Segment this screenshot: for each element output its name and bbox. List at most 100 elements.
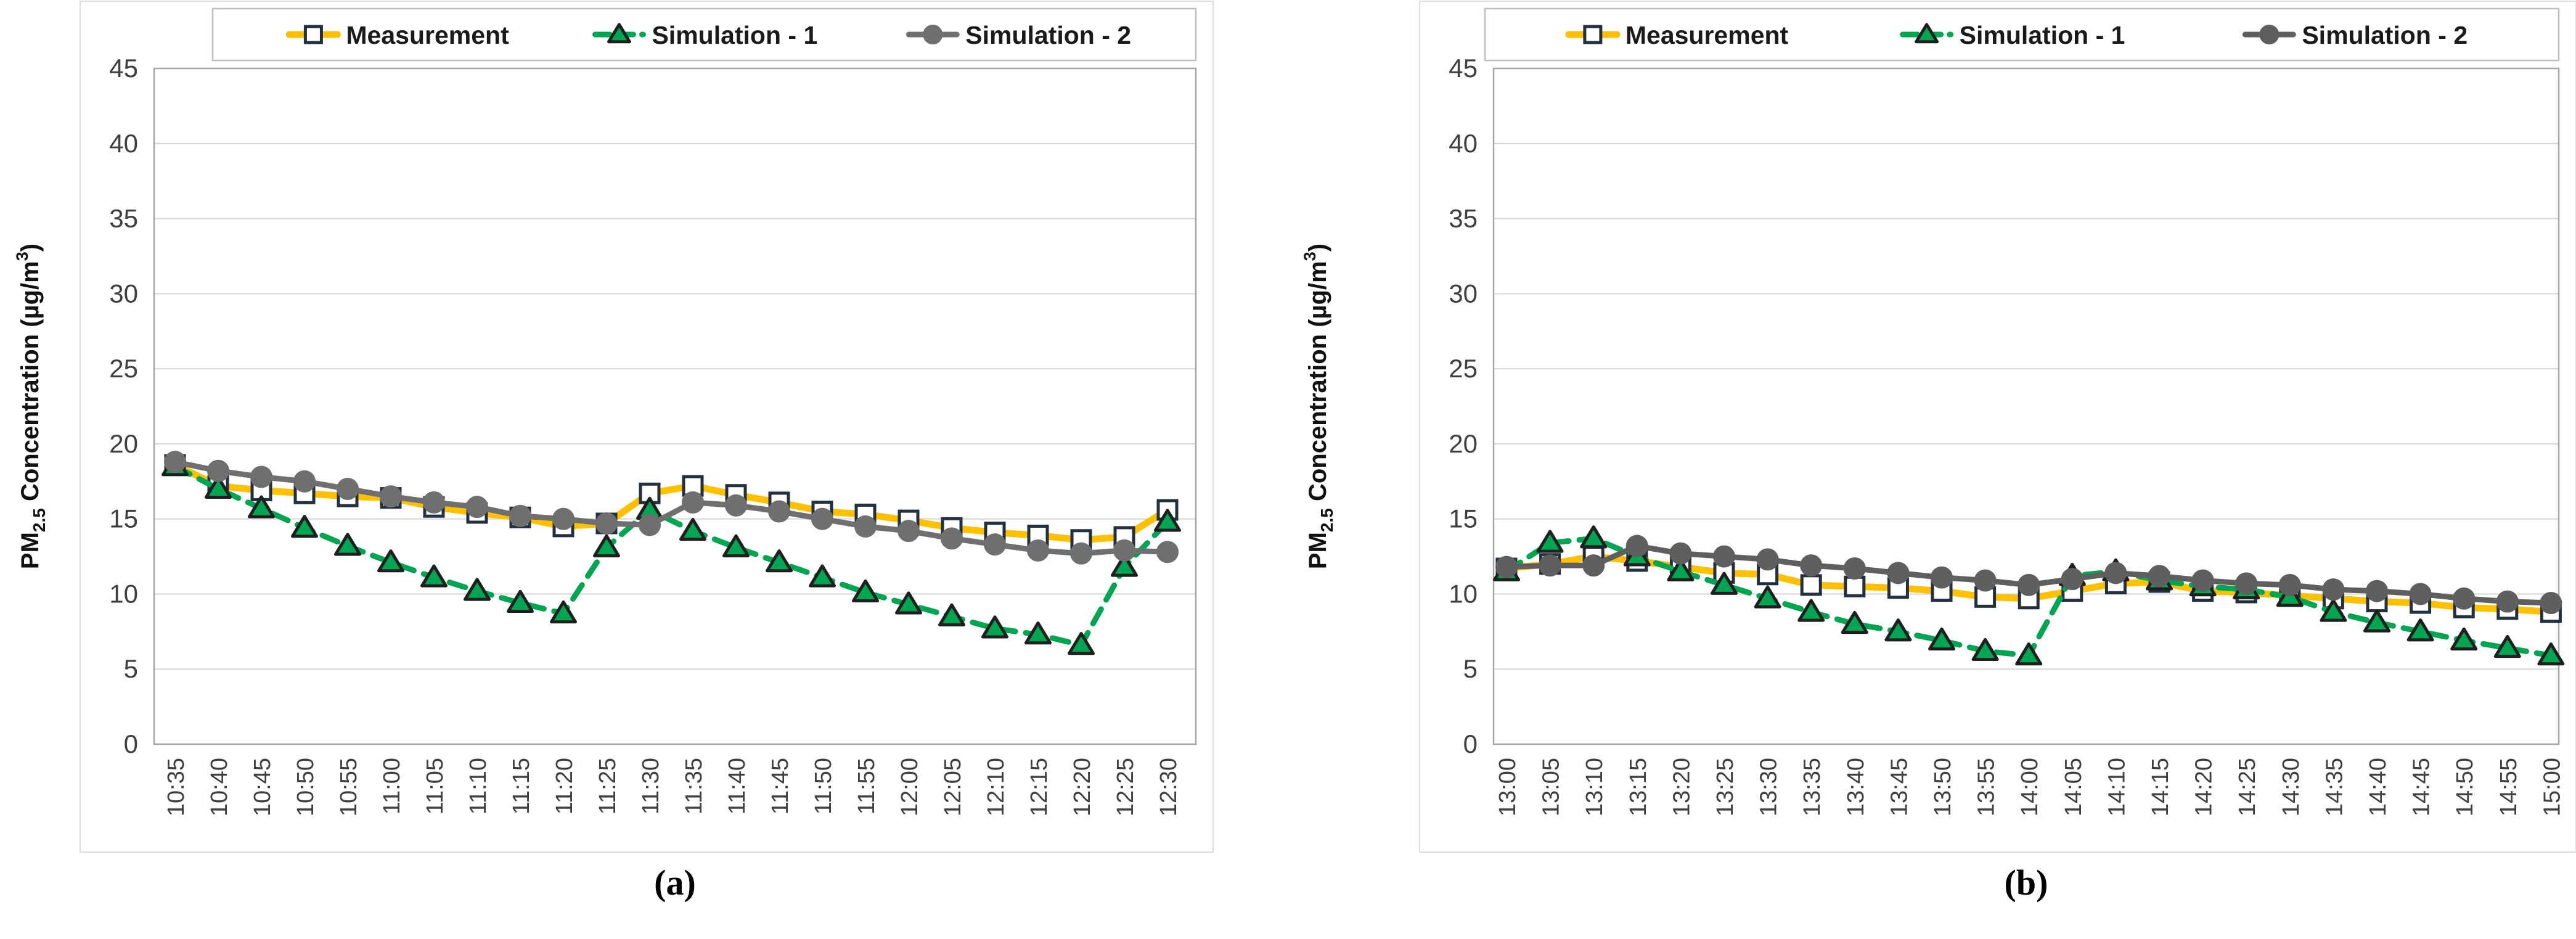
x-tick-label: 10:45: [250, 758, 276, 816]
data-point-circle: [207, 459, 229, 482]
data-point-triangle: [593, 534, 620, 557]
data-point-circle: [164, 451, 186, 474]
x-tick-label: 14:50: [2452, 758, 2478, 816]
x-tick-label: 13:40: [1843, 758, 1869, 816]
legend-label: Simulation - 2: [2302, 21, 2468, 49]
x-tick-label: 12:25: [1113, 758, 1139, 816]
data-point-circle: [250, 465, 272, 488]
legend-label: Simulation - 2: [965, 21, 1131, 49]
x-tick-label: 13:00: [1495, 758, 1521, 816]
x-tick-label: 14:25: [2235, 758, 2260, 816]
x-tick-label: 12:10: [983, 758, 1009, 816]
x-tick-label: 14:35: [2321, 758, 2347, 816]
y-tick-label: 35: [109, 204, 138, 233]
x-tick-label: 12:30: [1156, 758, 1182, 816]
series-line-square: [171, 461, 1171, 544]
x-tick-label: 11:15: [509, 758, 534, 814]
data-point-triangle: [550, 600, 577, 624]
data-point-triangle: [1754, 585, 1781, 609]
y-tick-label: 0: [1463, 729, 1478, 758]
legend-marker-circle: [923, 25, 943, 44]
data-point-circle: [2018, 573, 2040, 596]
x-tick-label: 10:55: [336, 758, 362, 816]
y-axis-title: PM2.5 Concentration (µg/m3): [1301, 244, 1336, 569]
data-point-circle: [552, 507, 574, 530]
data-point-circle: [2540, 592, 2562, 615]
legend-marker-square: [303, 25, 323, 44]
y-tick-label: 40: [109, 129, 138, 158]
data-point-triangle: [420, 564, 448, 588]
y-tick-label: 25: [1449, 354, 1478, 383]
data-point-square: [1844, 575, 1866, 597]
x-tick-label: 11:45: [767, 758, 793, 814]
x-tick-label: 12:15: [1026, 758, 1052, 816]
series-line-circle: [172, 459, 1171, 557]
legend-label: Simulation - 1: [1960, 21, 2125, 49]
x-tick-label: 14:05: [2061, 758, 2087, 816]
data-point-triangle: [809, 564, 836, 588]
data-point-circle: [1156, 541, 1179, 564]
x-tick-label: 14:20: [2191, 758, 2217, 816]
data-point-circle: [682, 491, 704, 514]
data-point-circle: [2148, 565, 2170, 588]
x-tick-label: 15:00: [2539, 758, 2565, 816]
legend-box: [211, 7, 1197, 62]
data-point-circle: [2366, 580, 2388, 602]
data-point-circle: [2322, 578, 2345, 601]
data-point-circle: [595, 512, 618, 535]
data-point-circle: [1113, 539, 1135, 562]
data-point-circle: [2496, 590, 2519, 613]
y-tick-label: 15: [1449, 504, 1478, 533]
data-point-circle: [2453, 587, 2476, 610]
data-point-triangle: [334, 533, 361, 556]
data-point-circle: [1756, 548, 1779, 571]
legend-marker-triangle: [1915, 23, 1939, 44]
x-tick-label: 11:50: [811, 758, 836, 814]
data-point-triangle: [1971, 638, 1999, 661]
x-tick-label: 13:15: [1625, 758, 1651, 816]
data-point-triangle: [679, 517, 706, 541]
data-point-circle: [811, 507, 833, 530]
x-tick-label: 14:30: [2278, 758, 2304, 816]
data-point-circle: [2409, 583, 2432, 605]
data-point-triangle: [1711, 572, 1738, 595]
data-point-circle: [466, 496, 488, 519]
data-point-circle: [423, 491, 445, 514]
data-point-triangle: [1667, 558, 1695, 581]
data-point-triangle: [1841, 610, 1868, 634]
data-point-triangle: [1884, 618, 1912, 642]
x-tick-label: 11:25: [595, 758, 621, 814]
data-point-circle: [725, 494, 747, 517]
x-tick-label: 10:40: [206, 758, 232, 816]
data-point-circle: [1887, 562, 1910, 584]
x-tick-label: 13:35: [1799, 758, 1825, 816]
x-tick-label: 11:40: [724, 758, 750, 814]
x-tick-label: 13:20: [1669, 758, 1695, 816]
data-point-triangle: [1928, 627, 1955, 650]
x-tick-label: 12:05: [940, 758, 966, 816]
x-tick-label: 11:55: [854, 758, 880, 814]
data-point-triangle: [1154, 509, 1181, 532]
y-tick-label: 5: [1463, 654, 1478, 683]
legend-label: Simulation - 1: [652, 21, 817, 49]
x-tick-label: 11:00: [379, 758, 405, 814]
plot-border: [153, 67, 1197, 745]
caption-b: (b): [2004, 863, 2048, 903]
data-point-circle: [1582, 554, 1605, 577]
data-point-circle: [639, 514, 661, 536]
x-tick-label: 12:00: [897, 758, 923, 816]
data-point-circle: [984, 533, 1006, 556]
y-tick-label: 10: [1449, 579, 1478, 608]
data-point-triangle: [2450, 627, 2478, 650]
x-tick-label: 11:30: [638, 758, 664, 814]
data-point-circle: [1669, 542, 1692, 565]
data-point-triangle: [2015, 642, 2043, 666]
chart-a: 0 5 10 15 20 25 30 35 40 45 10:35 10:40 10:45 10:50 10…: [13, 1, 1214, 853]
data-point-triangle: [766, 549, 793, 573]
y-tick-label: 5: [124, 654, 138, 683]
data-point-circle: [854, 515, 877, 538]
data-point-circle: [1495, 556, 1518, 578]
data-point-circle: [1713, 545, 1735, 568]
data-point-circle: [1539, 554, 1561, 577]
caption-a: (a): [654, 863, 696, 903]
